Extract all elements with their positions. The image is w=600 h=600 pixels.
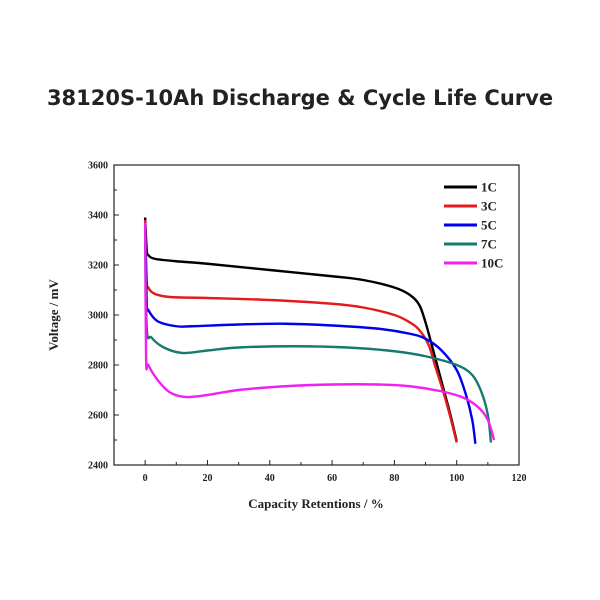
x-tick-label: 60 bbox=[327, 473, 337, 484]
y-axis-label: Voltage / mV bbox=[46, 279, 61, 351]
x-tick-label: 80 bbox=[389, 473, 399, 484]
x-axis-label: Capacity Retentions / % bbox=[248, 496, 383, 511]
legend-label-5C: 5C bbox=[481, 218, 497, 233]
y-tick-label: 3400 bbox=[88, 211, 108, 222]
series-line-1C bbox=[143, 217, 458, 442]
y-tick-label: 3600 bbox=[88, 161, 108, 172]
plot-frame bbox=[113, 164, 520, 466]
legend-label-10C: 10C bbox=[481, 256, 503, 271]
y-tick-label: 3000 bbox=[88, 311, 108, 322]
series-line-10C bbox=[143, 222, 496, 441]
series-line-3C bbox=[143, 219, 458, 443]
x-tick-label: 120 bbox=[512, 473, 527, 484]
series-line-5C bbox=[143, 222, 477, 444]
x-tick-label: 0 bbox=[143, 473, 148, 484]
y-tick-label: 3200 bbox=[88, 261, 108, 272]
x-tick-label: 100 bbox=[449, 473, 464, 484]
series-line-7C bbox=[143, 224, 493, 443]
chart-title: 38120S-10Ah Discharge & Cycle Life Curve bbox=[46, 86, 554, 110]
y-tick-label: 2400 bbox=[88, 461, 108, 472]
y-tick-label: 2800 bbox=[88, 361, 108, 372]
legend-label-7C: 7C bbox=[481, 237, 497, 252]
x-tick-label: 40 bbox=[265, 473, 275, 484]
x-tick-label: 20 bbox=[202, 473, 212, 484]
legend-label-3C: 3C bbox=[481, 199, 497, 214]
y-tick-label: 2600 bbox=[88, 411, 108, 422]
legend-label-1C: 1C bbox=[481, 180, 497, 195]
